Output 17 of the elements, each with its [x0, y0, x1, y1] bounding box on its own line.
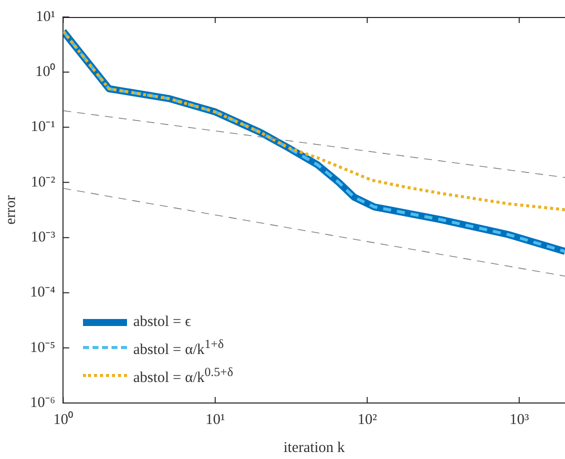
y-tick-label: 10⁻⁴: [30, 284, 56, 301]
x-tick-label: 10⁰: [53, 410, 74, 428]
x-tick-label: 10³: [509, 412, 530, 428]
legend-label: abstol = α/k$^{1+δ}$: [133, 336, 224, 360]
y-tick-label: 10¹: [36, 8, 56, 25]
x-tick-label: 10¹: [205, 412, 225, 428]
y-tick-label: 10⁻³: [30, 230, 56, 246]
y-tick-label: 10⁻⁵: [30, 340, 56, 356]
y-tick-label: 10⁰: [35, 63, 56, 80]
y-tick-label: 10⁻¹: [30, 119, 56, 136]
legend-label: abstol = α/k$^{0.5+δ}$: [133, 364, 234, 388]
y-tick-label: 10⁻⁶: [30, 394, 56, 411]
x-axis-title: iteration k: [284, 440, 346, 456]
legend-label: abstol = ϵ: [133, 313, 192, 332]
y-axis-title: error: [2, 195, 19, 225]
x-tick-label: 10²: [357, 412, 378, 428]
y-tick-label: 10⁻²: [30, 174, 56, 190]
